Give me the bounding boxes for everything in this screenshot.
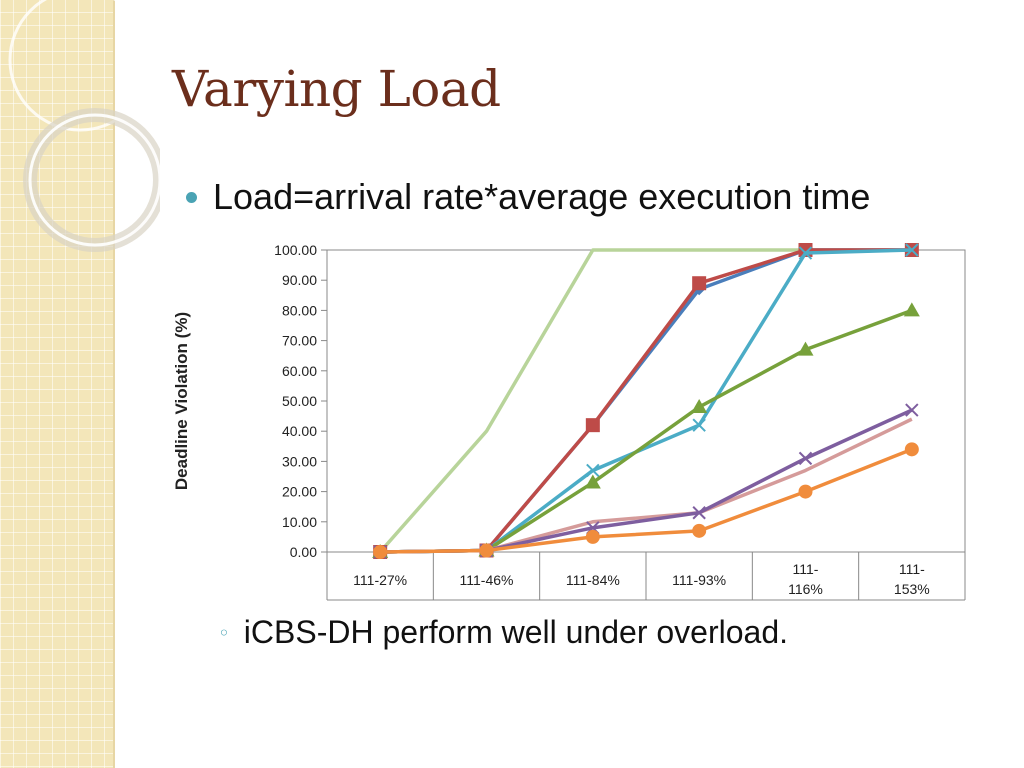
bullet-item: Load=arrival rate*average execution time bbox=[186, 176, 870, 218]
x-category-label: 111-46% bbox=[460, 572, 514, 588]
data-point-square bbox=[585, 418, 600, 433]
y-tick-label: 80.00 bbox=[282, 302, 317, 318]
y-tick-label: 0.00 bbox=[290, 544, 317, 560]
data-point-x bbox=[692, 506, 706, 520]
data-point-circle bbox=[904, 442, 919, 457]
y-tick-label: 50.00 bbox=[282, 393, 317, 409]
deadline-violation-chart: 0.00 10.00 20.00 30.00 40.00 50.00 60.00 70.00 8… bbox=[172, 242, 966, 601]
x-category-label: 111-93% bbox=[672, 572, 726, 588]
hollow-circle-bullet-icon: ◦ bbox=[218, 620, 230, 645]
data-point-x bbox=[798, 451, 813, 466]
x-category-label: 111-84% bbox=[566, 572, 620, 588]
y-tick-label: 70.00 bbox=[282, 333, 317, 349]
ring-large bbox=[8, 0, 152, 132]
data-point-x bbox=[905, 403, 919, 417]
sub-bullet-text: iCBS-DH perform well under overload. bbox=[243, 614, 788, 650]
data-point-x bbox=[586, 463, 600, 478]
plot-area bbox=[326, 249, 966, 553]
data-point-circle bbox=[585, 529, 600, 544]
series-line bbox=[380, 447, 913, 554]
y-tick-label: 40.00 bbox=[282, 423, 317, 439]
x-category-label: 153% bbox=[894, 581, 930, 597]
data-point-circle bbox=[479, 543, 494, 558]
bullet-text: Load=arrival rate*average execution time bbox=[213, 176, 871, 217]
slide-title: Varying Load bbox=[172, 60, 501, 118]
data-point-circle bbox=[798, 484, 813, 499]
y-tick-label: 30.00 bbox=[282, 453, 317, 469]
data-point-x bbox=[905, 243, 919, 257]
x-category-label: 116% bbox=[788, 581, 823, 597]
data-point-x bbox=[798, 246, 813, 260]
decorative-rings bbox=[8, 0, 160, 252]
y-axis-label: Deadline Violation (%) bbox=[172, 312, 191, 490]
data-point-triangle bbox=[691, 399, 708, 414]
sidebar-divider bbox=[113, 0, 115, 768]
data-point-circle bbox=[692, 523, 707, 538]
x-category-label: 111- bbox=[793, 561, 819, 577]
data-point-triangle bbox=[584, 474, 601, 489]
y-tick-label: 60.00 bbox=[282, 363, 317, 379]
data-point-triangle bbox=[797, 341, 814, 356]
data-point-x bbox=[692, 418, 706, 432]
data-point-square bbox=[692, 276, 707, 291]
sub-bullet-item: ◦ iCBS-DH perform well under overload. bbox=[218, 614, 788, 651]
data-point-triangle bbox=[903, 302, 920, 317]
x-category-label: 111-27% bbox=[353, 572, 407, 588]
y-tick-label: 20.00 bbox=[282, 484, 317, 500]
data-point-circle bbox=[373, 545, 388, 559]
y-tick-label: 90.00 bbox=[282, 272, 317, 288]
y-tick-label: 100.00 bbox=[274, 242, 317, 258]
ring-medium-highlight bbox=[28, 113, 160, 247]
y-tick-label: 10.00 bbox=[282, 514, 317, 530]
bullet-dot-icon bbox=[186, 191, 197, 203]
x-category-label: 111- bbox=[899, 561, 925, 577]
